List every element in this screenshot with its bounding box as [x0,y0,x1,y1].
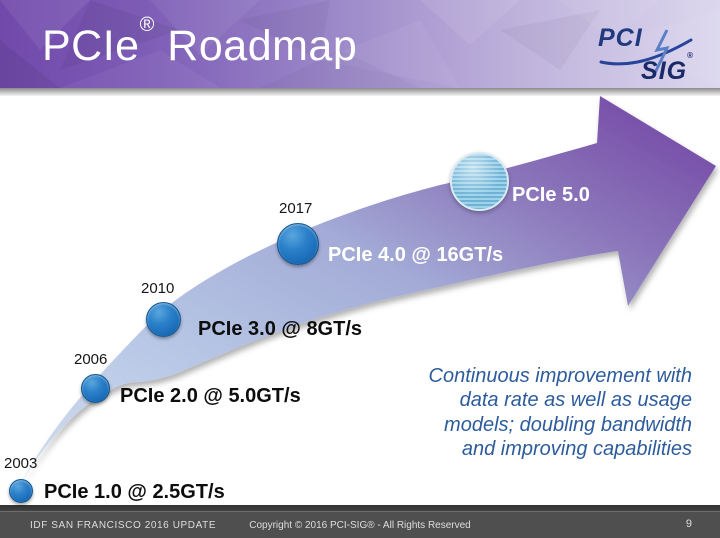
logo-registered-mark: ® [687,50,694,60]
milestone-dot-2003 [9,479,33,503]
logo-sig-word: SIG [641,57,688,85]
footer-divider [0,505,720,512]
registered-mark: ® [139,13,155,36]
pci-sig-logo: PCI SIG® [598,24,694,86]
milestone-label-pcie3: PCIe 3.0 @ 8GT/s [198,318,363,340]
page-title: PCIe® Roadmap [42,14,358,71]
footer-event-label: IDF SAN FRANCISCO 2016 UPDATE [30,520,217,531]
logo-text-sig: SIG® [641,51,694,86]
milestone-year: 2003 [4,455,38,472]
footer-copyright: Copyright © 2016 PCI-SIG® - All Rights R… [249,520,471,531]
page-number: 9 [685,518,692,530]
milestone-dot-2017 [277,223,319,265]
milestone-year: 2006 [74,351,108,368]
logo-swoosh-icon [599,29,693,78]
header-banner: PCIe® Roadmap PCI SIG® [0,0,720,88]
milestone-label-pcie2: PCIe 2.0 @ 5.0GT/s [120,385,301,407]
milestone-label-pcie1: PCIe 1.0 @ 2.5GT/s [44,481,225,503]
milestone-year: 2017 [279,200,313,217]
milestone-dot-2010 [146,302,181,337]
milestone-dot-2006 [81,374,110,403]
milestone-dot-future-pcie5 [450,152,509,211]
logo-text-pci: PCI [598,24,643,52]
milestone-label-pcie4: PCIe 4.0 @ 16GT/s [328,244,504,266]
note-text: Continuous improvement with data rate as… [428,365,692,461]
milestone-year: 2010 [141,280,175,297]
title-product: PCIe [42,22,140,70]
title-rest: Roadmap [154,22,358,70]
header-polygon-texture [0,0,720,88]
milestone-label-pcie5: PCIe 5.0 [512,184,590,206]
footer-bar: IDF SAN FRANCISCO 2016 UPDATE Copyright … [0,512,720,538]
header-bevel-divider [0,88,720,96]
